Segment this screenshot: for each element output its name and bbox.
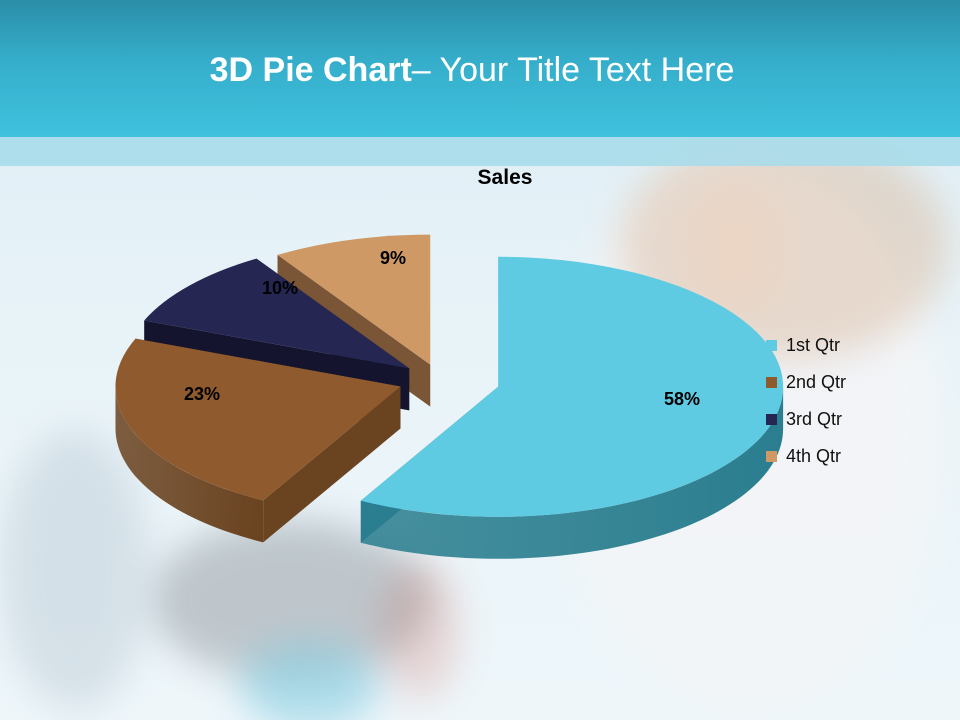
legend-swatch: [766, 340, 777, 351]
title-bar: [0, 0, 960, 137]
legend-label: 4th Qtr: [786, 446, 842, 466]
legend-label: 1st Qtr: [786, 335, 841, 355]
data-label-3: 10%: [262, 278, 298, 298]
slide-title: 3D Pie Chart– Your Title Text Here: [0, 48, 944, 92]
slide-title-rest: – Your Title Text Here: [411, 51, 735, 89]
legend-label: 2nd Qtr: [786, 372, 847, 392]
chart-title: Sales: [477, 166, 533, 189]
pie-slice-wall: [360, 386, 784, 559]
data-label-4: 9%: [380, 248, 406, 268]
pie-slice-wall: [115, 386, 264, 543]
pie-slice-top: [144, 258, 410, 369]
title-bar-band: [0, 137, 960, 166]
slide-title-bold: 3D Pie Chart: [209, 51, 412, 89]
data-label-2: 23%: [184, 384, 220, 404]
legend-swatch: [766, 451, 777, 462]
pie-slice-top: [360, 256, 784, 517]
pie-slice-2: [115, 338, 401, 543]
pie-slice-side: [263, 386, 401, 543]
pie-slice-top: [277, 234, 431, 365]
legend-swatch: [766, 377, 777, 388]
legend-label: 3rd Qtr: [786, 409, 843, 429]
pie-slice-1: [360, 256, 784, 559]
data-label-1: 58%: [664, 389, 700, 409]
legend-swatch: [766, 414, 777, 425]
pie-slice-top: [115, 338, 401, 501]
